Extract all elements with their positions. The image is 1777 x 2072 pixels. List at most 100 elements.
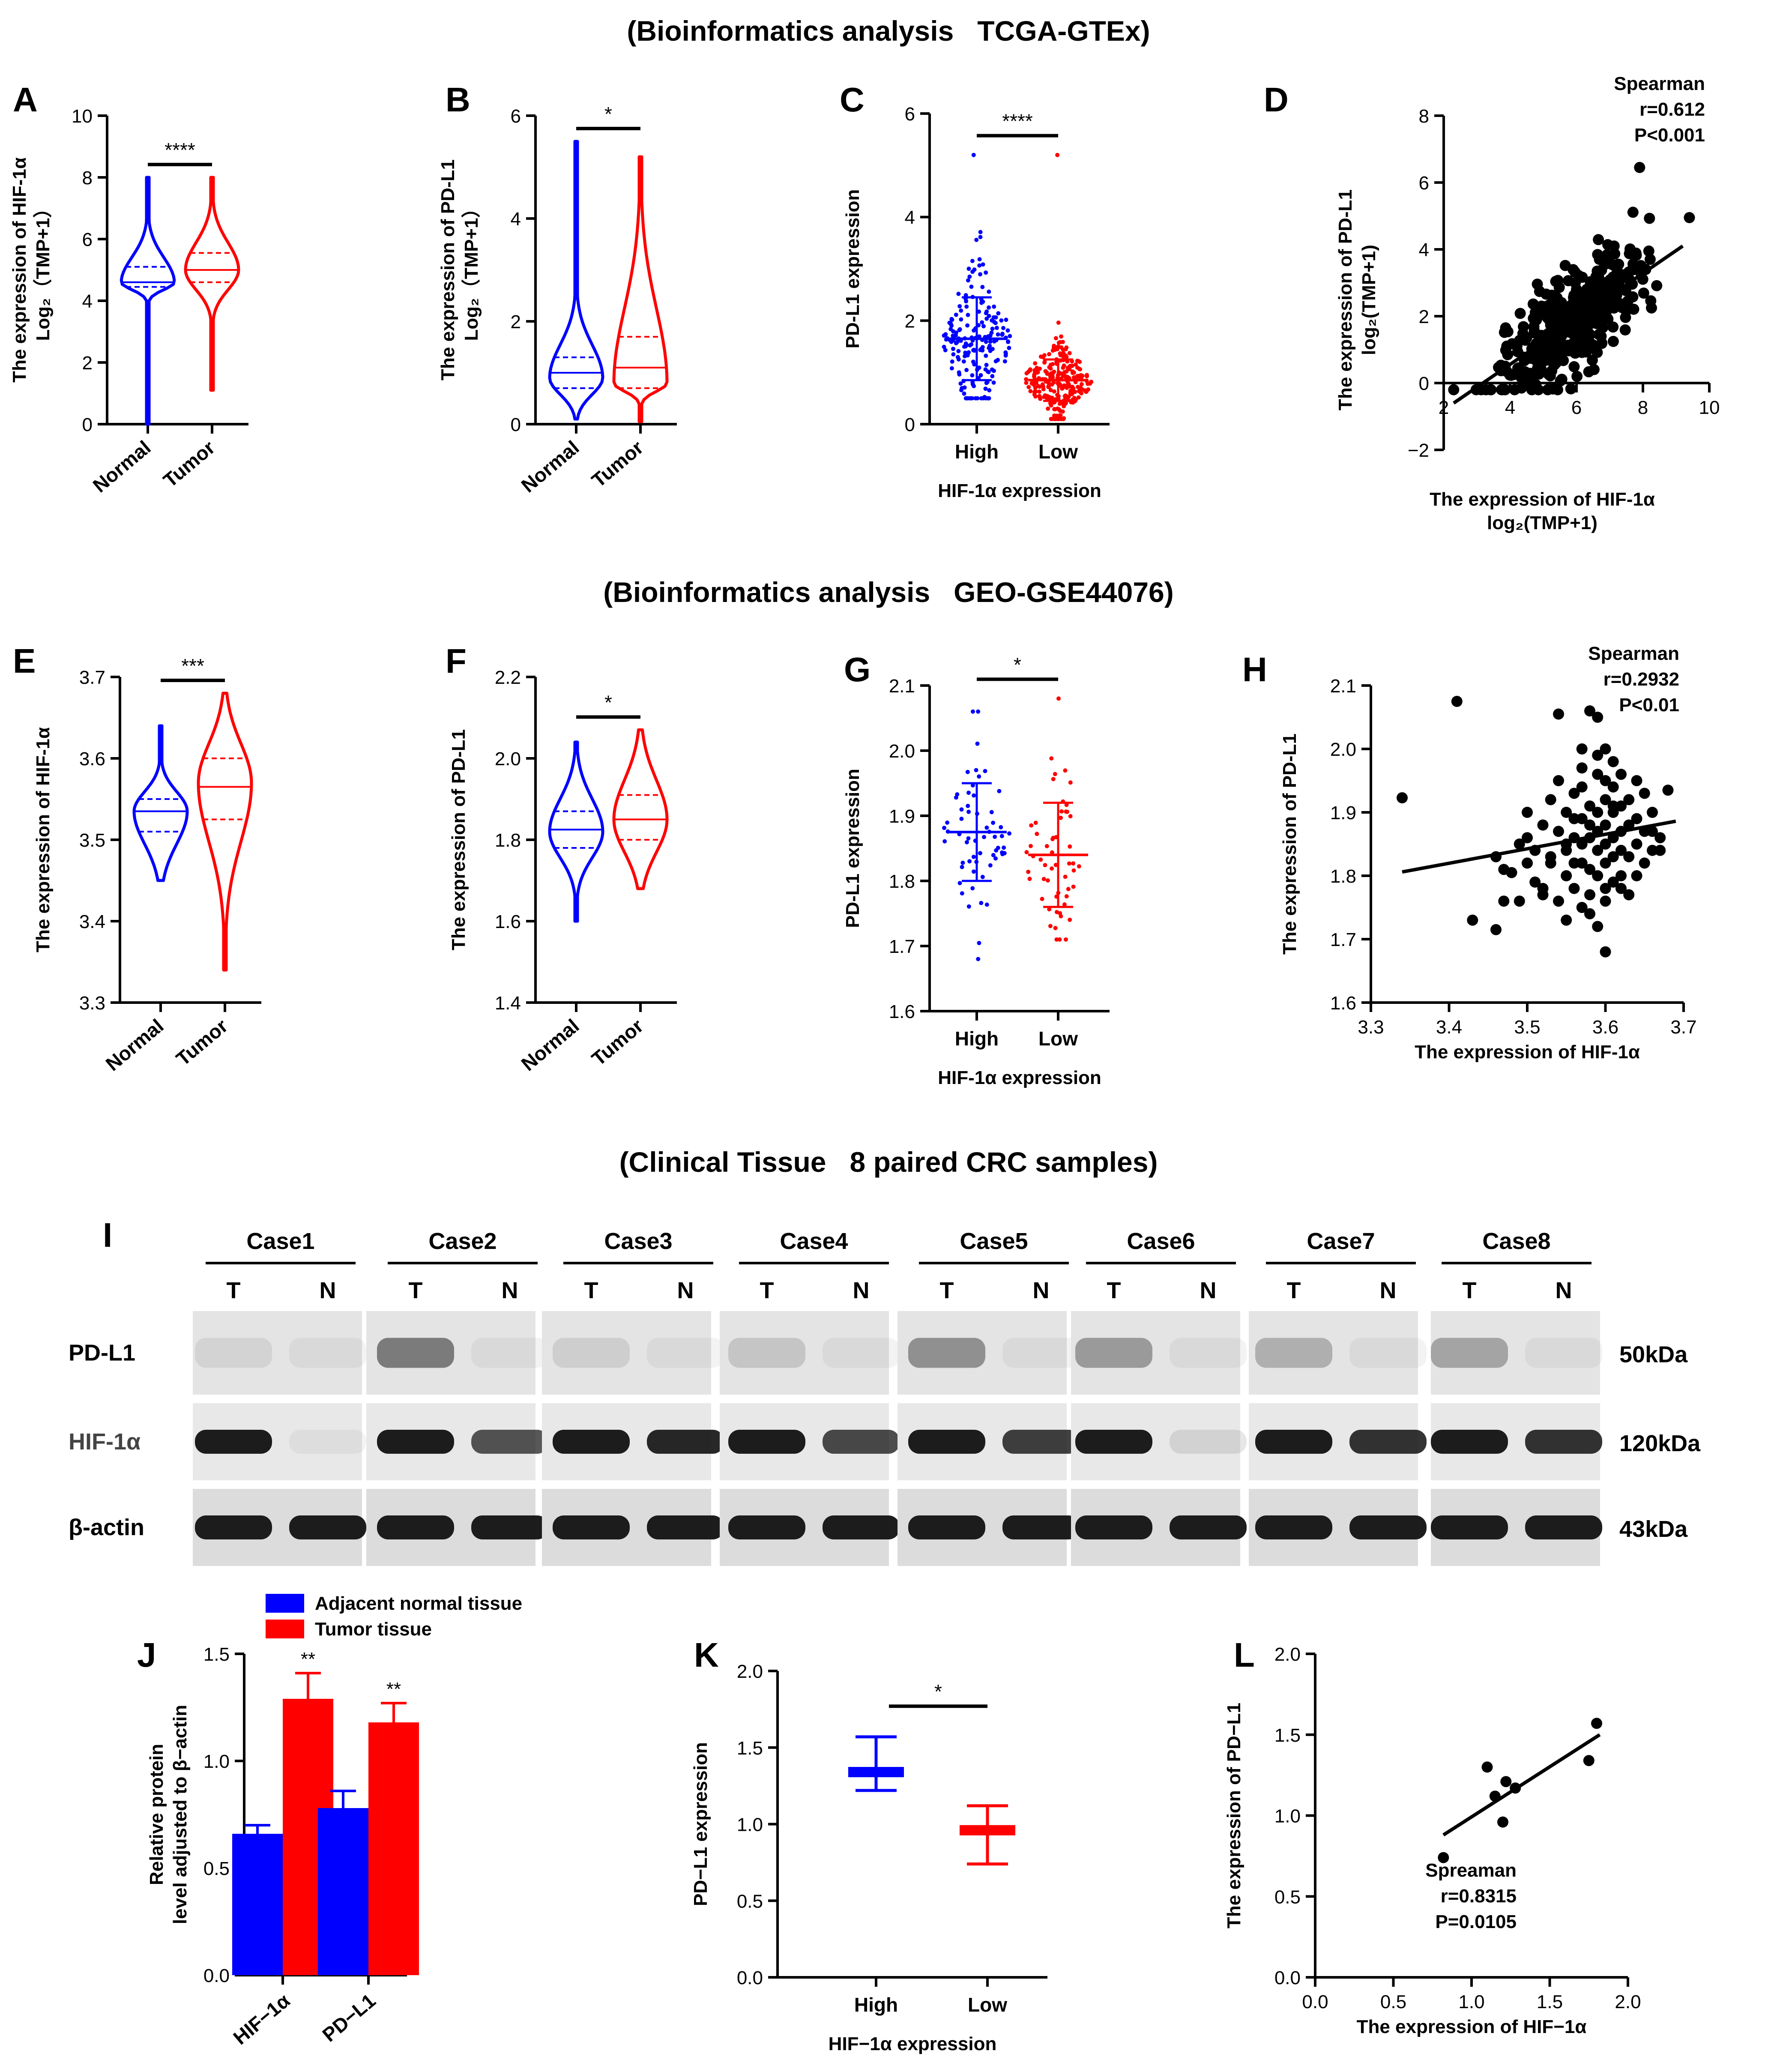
stat-annotation: Spearman bbox=[1614, 73, 1705, 94]
data-point bbox=[1639, 787, 1650, 799]
bar-normal bbox=[232, 1834, 283, 1975]
data-point bbox=[990, 374, 995, 378]
data-point bbox=[943, 348, 948, 353]
x-tick-label: High bbox=[955, 1027, 999, 1050]
data-point bbox=[979, 347, 984, 351]
blot-block bbox=[897, 1311, 1067, 1395]
data-point bbox=[978, 272, 982, 277]
section-title-clinical: (Clinical Tissue 8 paired CRC samples) bbox=[619, 1146, 1158, 1178]
data-point bbox=[1522, 832, 1533, 844]
data-point bbox=[1080, 387, 1085, 392]
x-tick-label: Tumor bbox=[159, 436, 219, 492]
y-tick-label: 1.0 bbox=[737, 1814, 763, 1835]
data-point bbox=[942, 839, 947, 844]
data-point bbox=[964, 299, 969, 304]
data-point bbox=[1527, 298, 1539, 310]
data-point bbox=[959, 308, 963, 313]
data-point bbox=[1607, 876, 1619, 888]
data-point bbox=[1077, 864, 1081, 868]
chart-j: J 0.0 0.5 1.0 1.5 Relative protein level adjus… bbox=[137, 1593, 522, 2049]
data-point bbox=[1571, 339, 1583, 351]
data-point bbox=[1035, 832, 1039, 836]
size-label: 120kDa bbox=[1619, 1431, 1701, 1456]
data-point bbox=[1595, 330, 1607, 342]
data-point bbox=[1026, 385, 1031, 389]
y-tick-label: 1.5 bbox=[203, 1644, 230, 1665]
data-point bbox=[996, 358, 1000, 362]
data-point bbox=[1600, 794, 1611, 805]
data-point bbox=[993, 856, 998, 861]
data-point bbox=[1600, 857, 1611, 869]
lane-label-normal: N bbox=[1556, 1278, 1572, 1303]
data-point bbox=[1594, 254, 1605, 265]
data-point bbox=[987, 396, 991, 401]
data-point bbox=[1070, 369, 1075, 374]
protein-band bbox=[1170, 1515, 1247, 1539]
data-point bbox=[1592, 347, 1603, 358]
data-point bbox=[1584, 819, 1595, 831]
data-point bbox=[983, 769, 987, 773]
data-point bbox=[971, 709, 975, 714]
data-point bbox=[977, 309, 981, 314]
data-point bbox=[991, 380, 996, 385]
data-point bbox=[1059, 345, 1064, 350]
x-axis-label: The expression of HIF−1α bbox=[1357, 2016, 1587, 2037]
data-point bbox=[967, 274, 972, 279]
protein-band bbox=[1525, 1430, 1602, 1454]
data-point bbox=[949, 366, 954, 371]
significance-label: ** bbox=[386, 1679, 401, 1700]
data-point bbox=[1537, 819, 1549, 831]
significance-label: **** bbox=[165, 139, 195, 161]
data-point bbox=[1065, 809, 1070, 814]
y-axis-label: The expression of PD-L1 bbox=[1279, 734, 1300, 955]
x-axis-label: The expression of HIF-1α bbox=[1415, 1042, 1640, 1063]
data-point bbox=[1607, 259, 1618, 270]
data-point bbox=[1037, 394, 1042, 398]
x-tick-label: Tumor bbox=[587, 1015, 648, 1070]
data-point bbox=[956, 349, 961, 353]
data-point bbox=[964, 368, 969, 372]
protein-band bbox=[377, 1430, 454, 1454]
data-point bbox=[980, 874, 985, 879]
y-tick-label: 4 bbox=[82, 291, 93, 312]
data-point bbox=[957, 328, 962, 332]
data-point bbox=[1644, 213, 1655, 224]
data-point bbox=[1634, 162, 1645, 173]
protein-band bbox=[1075, 1338, 1152, 1368]
case-label: Case7 bbox=[1307, 1228, 1375, 1254]
x-tick-label: 4 bbox=[1505, 397, 1515, 418]
blot-block bbox=[1071, 1311, 1240, 1395]
data-point bbox=[965, 770, 970, 774]
data-point bbox=[1044, 844, 1049, 848]
data-point bbox=[993, 835, 997, 839]
data-point bbox=[1561, 870, 1572, 881]
data-point bbox=[961, 359, 966, 364]
y-tick-label: 1.7 bbox=[889, 936, 915, 957]
data-point bbox=[1048, 388, 1053, 392]
y-tick-label: 3.6 bbox=[79, 749, 105, 770]
y-tick-label: 6 bbox=[82, 229, 93, 250]
data-point bbox=[1631, 838, 1642, 850]
legend-swatch bbox=[266, 1620, 304, 1638]
data-point bbox=[1059, 815, 1063, 820]
y-tick-label: 2.2 bbox=[495, 667, 521, 688]
stat-annotation: r=0.2932 bbox=[1603, 669, 1679, 690]
y-tick-label: 0.5 bbox=[1274, 1886, 1301, 1907]
data-point bbox=[1571, 289, 1583, 300]
data-point bbox=[1050, 850, 1054, 855]
data-point bbox=[1586, 310, 1598, 322]
data-point bbox=[1532, 362, 1544, 374]
y-tick-label: 0.5 bbox=[203, 1858, 230, 1879]
data-point bbox=[978, 851, 982, 856]
protein-band bbox=[195, 1515, 272, 1539]
bar-normal bbox=[318, 1808, 368, 1975]
data-point bbox=[1053, 347, 1057, 352]
y-axis-label: PD-L1 expression bbox=[842, 189, 863, 349]
data-point bbox=[1684, 212, 1695, 223]
y-tick-label: 1.0 bbox=[203, 1751, 230, 1772]
data-point bbox=[972, 328, 976, 333]
protein-label: HIF-1α bbox=[69, 1429, 141, 1455]
data-point bbox=[1615, 800, 1627, 812]
data-point bbox=[1561, 807, 1572, 818]
case-label: Case6 bbox=[1127, 1228, 1195, 1254]
